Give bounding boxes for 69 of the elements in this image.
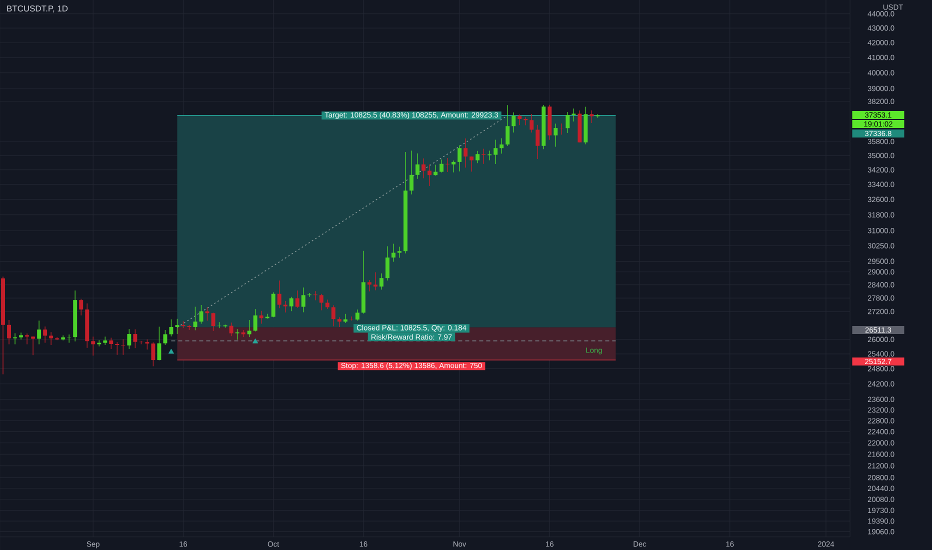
- candlestick: [109, 337, 114, 350]
- candlestick: [428, 164, 432, 186]
- candlestick: [301, 287, 306, 313]
- candlestick: [572, 108, 576, 122]
- candlestick: [145, 339, 150, 350]
- candlestick: [464, 138, 468, 168]
- candlestick: [500, 138, 504, 154]
- candlestick: [7, 320, 11, 345]
- candlestick: [458, 144, 462, 172]
- candlestick: [434, 164, 438, 176]
- candlestick: [590, 110, 594, 124]
- candlestick: [67, 334, 72, 344]
- candlestick: [506, 104, 510, 146]
- candlestick: [470, 156, 474, 172]
- candlestick: [398, 246, 402, 258]
- candlestick: [452, 160, 456, 173]
- candlestick: [385, 246, 390, 281]
- candlestick: [373, 272, 378, 291]
- candlestick: [331, 304, 336, 327]
- candlestick: [536, 124, 540, 160]
- candlestick: [79, 298, 84, 316]
- candlestick: [175, 318, 180, 334]
- candlestick: [133, 328, 138, 348]
- candlestick: [193, 306, 198, 331]
- candlestick: [253, 308, 258, 332]
- candlestick: [482, 148, 486, 164]
- candlestick: [127, 328, 132, 350]
- candlestick: [440, 159, 444, 173]
- candlestick: [422, 158, 426, 179]
- candlestick: [530, 114, 534, 133]
- candlestick: [25, 333, 30, 345]
- candlestick: [295, 290, 300, 308]
- candlestick: [289, 296, 294, 312]
- candlestick: [566, 112, 570, 134]
- candlestick: [319, 293, 324, 311]
- candlestick: [259, 310, 264, 324]
- text: BTCUSDT.P, 1D: [7, 6, 68, 12]
- candlestick: [37, 320, 42, 345]
- candlestick: [229, 322, 234, 336]
- candlestick: [416, 153, 420, 180]
- candlestick: [554, 123, 558, 148]
- candlestick: [31, 336, 36, 356]
- candlestick: [277, 280, 282, 308]
- candlestick: [121, 338, 126, 356]
- candlestick: [337, 316, 342, 328]
- candlestick: [13, 332, 18, 345]
- candlestick: [157, 326, 162, 361]
- candlestick: [115, 342, 120, 356]
- candlestick: [476, 150, 480, 164]
- candlestick: [283, 300, 288, 313]
- candlestick: [391, 243, 396, 262]
- candlestick: [410, 150, 414, 195]
- candlestick: [163, 330, 168, 346]
- candlestick: [355, 309, 360, 322]
- candlestick: [43, 326, 48, 344]
- candlestick: [91, 336, 96, 356]
- candlestick: [247, 320, 252, 338]
- candlestick: [271, 292, 276, 318]
- candlestick: [169, 318, 174, 337]
- candlestick: [518, 114, 522, 126]
- candlestick: [367, 280, 372, 292]
- candlestick: [49, 332, 54, 346]
- candlestick: [379, 273, 384, 290]
- candlestick: [235, 328, 240, 340]
- candlestick: [325, 299, 330, 310]
- candlestick: [512, 112, 516, 133]
- candlestick: [19, 332, 24, 340]
- candlestick: [494, 139, 498, 164]
- candlestick: [151, 342, 156, 367]
